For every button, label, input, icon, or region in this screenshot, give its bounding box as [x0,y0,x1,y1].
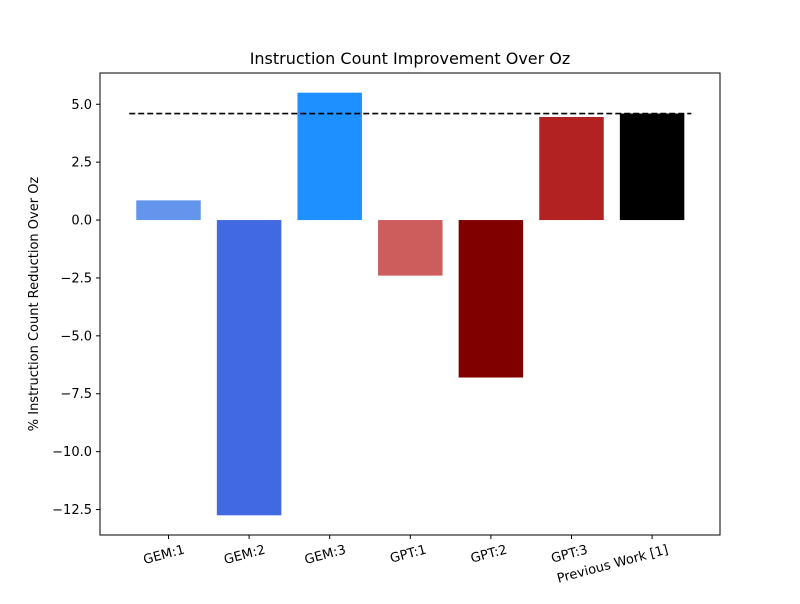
y-tick-label: −7.5 [60,387,92,402]
y-tick-label: 5.0 [71,98,92,113]
plot-frame [99,72,721,536]
y-tick-label: −5.0 [60,329,92,344]
x-tick-label: GEM:1 [142,543,187,568]
y-tick-label: 2.5 [71,156,92,171]
x-tick-label: GEM:2 [222,543,267,568]
y-tick-label: −12.5 [52,503,92,518]
x-tick-label: GEM:3 [303,543,348,568]
bar-gpt-2 [458,220,524,378]
y-axis-label: % Instruction Count Reduction Over Oz [27,177,42,432]
bar-previous-work-1 [619,113,685,221]
y-tick-label: 0.0 [71,214,92,229]
plot-area: 5.0 2.5 0.0 −2.5 −5.0 −7.5 −10.0 −12.5 GEM:1 GEM:… [52,92,692,587]
chart-title: Instruction Count Improvement Over Oz [250,49,571,68]
x-tick-label: GPT:3 [550,543,590,567]
bar-gpt-3 [539,117,604,221]
x-tick-label: GPT:1 [389,543,429,567]
bar-gpt-1 [378,220,443,276]
bar-gem-3 [297,92,362,221]
y-tick-label: −2.5 [60,271,92,286]
y-tick-label: −10.0 [52,445,92,460]
bar-gem-2 [216,220,282,516]
x-tick-label: GPT:2 [469,543,509,567]
bar-gem-1 [136,200,201,221]
